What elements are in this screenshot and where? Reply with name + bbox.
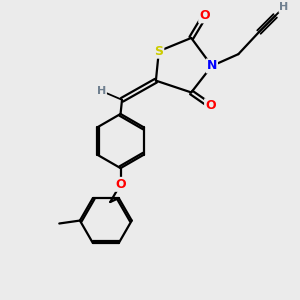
Text: N: N	[207, 59, 217, 72]
Text: H: H	[279, 2, 289, 12]
Text: O: O	[205, 99, 216, 112]
Text: S: S	[154, 45, 163, 58]
Text: O: O	[115, 178, 126, 191]
Text: H: H	[97, 86, 106, 96]
Text: O: O	[199, 9, 210, 22]
